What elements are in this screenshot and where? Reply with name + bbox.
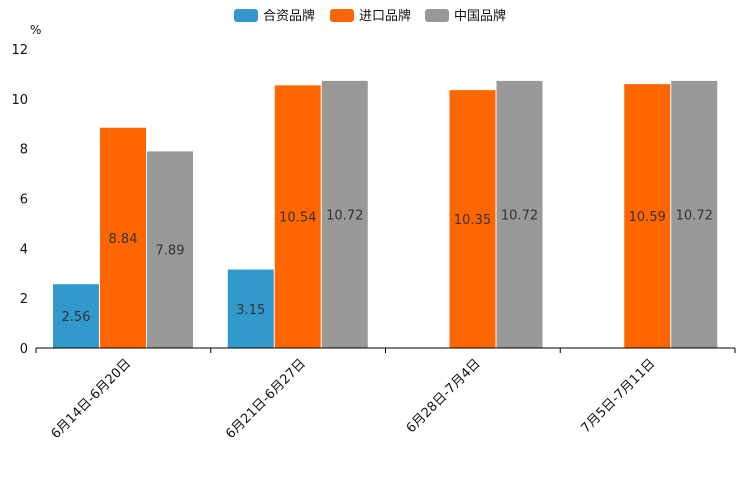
legend-swatch-3[interactable] [425,9,449,22]
x-tick-label: 6月28日-7月4日 [404,356,484,436]
y-tick-label: 8 [20,143,28,158]
bar-3-2[interactable] [321,80,368,348]
bar-3-3[interactable] [496,80,543,348]
data-label: 10.59 [629,210,666,225]
x-tick-label: 6月21日-6月27日 [223,356,309,442]
data-label: 10.35 [454,213,491,228]
x-tick-label: 7月5日-7月11日 [579,356,659,436]
data-label: 10.72 [676,208,713,223]
bar-1-1[interactable] [53,284,99,348]
y-tick-label: 10 [11,93,28,108]
data-label: 10.72 [501,208,538,223]
data-label: 2.56 [62,310,91,325]
bar-3-1[interactable] [147,151,193,348]
y-tick-label: 2 [20,292,28,307]
data-label: 7.89 [156,244,185,259]
legend-label-2[interactable]: 进口品牌 [359,8,411,24]
data-label: 3.15 [236,303,265,318]
y-axis: 0 2 4 6 8 10 12 [11,43,28,357]
legend-label-1[interactable]: 合资品牌 [263,8,315,24]
y-axis-unit-label: % [30,23,41,37]
x-axis: 6月14日-6月20日 6月21日-6月27日 6月28日-7月4日 7月5日-7月1… [35,347,736,442]
bar-2-1[interactable] [100,127,146,348]
data-label: 8.84 [109,232,138,247]
bar-3-4[interactable] [671,80,718,348]
legend-swatch-1[interactable] [234,9,258,22]
bars [53,80,718,349]
bar-2-3[interactable] [449,90,496,349]
y-tick-label: 0 [20,342,28,357]
data-labels: 2.56 8.84 7.89 3.15 10.54 10.72 10.35 10.72 10.5… [62,208,713,325]
y-tick-label: 12 [11,43,28,58]
bar-2-4[interactable] [624,84,671,348]
y-tick-label: 6 [20,193,28,208]
data-label: 10.72 [326,208,363,223]
bar-2-2[interactable] [274,85,321,349]
legend-label-3[interactable]: 中国品牌 [454,8,506,24]
x-tick-label: 6月14日-6月20日 [48,356,134,442]
bar-1-2[interactable] [227,269,274,348]
data-label: 10.54 [279,211,316,226]
legend: 合资品牌 进口品牌 中国品牌 [234,8,506,24]
y-tick-label: 4 [20,242,28,257]
legend-swatch-2[interactable] [330,9,354,22]
